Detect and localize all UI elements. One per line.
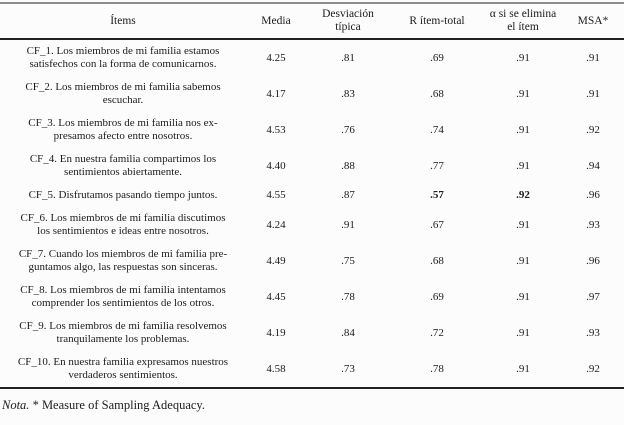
media-value: 4.17 (266, 87, 286, 100)
item-text: CF_10. En nuestra familia expresamos nue… (17, 356, 229, 381)
item-text: CF_9. Los miembros de mi familia resolve… (19, 320, 227, 345)
alpha-value: .91 (516, 326, 530, 339)
item-text: CF_4. En nuestra familia compartimos los… (29, 153, 217, 178)
media-value: 4.49 (266, 254, 286, 267)
msa-value: .92 (586, 362, 600, 375)
msa-value: .96 (586, 254, 600, 267)
r-value: .68 (430, 87, 444, 100)
msa-value: .92 (586, 123, 600, 136)
item-statistics-table: Ítems Media Desviación típica R ítem-tot… (0, 2, 624, 389)
sd-value: .83 (341, 87, 355, 100)
alpha-value: .91 (516, 123, 530, 136)
r-value: .78 (430, 362, 444, 375)
item-text: CF_2. Los miembros de mi familia sabemos… (25, 81, 221, 106)
alpha-value: .91 (516, 159, 530, 172)
r-value: .69 (430, 290, 444, 303)
table-row-cf2: CF_2. Los miembros de mi familia sabemos… (0, 76, 624, 112)
msa-value: .96 (586, 189, 600, 201)
msa-value: .93 (586, 326, 600, 339)
sd-value: .76 (341, 123, 355, 136)
sd-value: .88 (341, 159, 355, 172)
table-row-cf3: CF_3. Los miembros de mi familia nos ex-… (0, 112, 624, 148)
table-row-cf8: CF_8. Los miembros de mi familia intenta… (0, 279, 624, 315)
col-header-media: Media (261, 14, 291, 27)
r-value: .77 (430, 159, 444, 172)
media-value: 4.40 (266, 159, 286, 172)
col-header-msa: MSA* (577, 14, 609, 27)
media-value: 4.55 (266, 189, 286, 201)
col-header-alpha: α si se elimina el ítem (489, 8, 557, 33)
alpha-value: .91 (516, 254, 530, 267)
table-row-cf7: CF_7. Cuando los miembros de mi familia … (0, 243, 624, 279)
alpha-value: .91 (516, 218, 530, 231)
media-value: 4.58 (266, 362, 286, 375)
note-label: Nota. (2, 398, 30, 412)
sd-value: .87 (341, 189, 355, 201)
msa-value: .91 (586, 51, 600, 64)
media-value: 4.24 (266, 218, 286, 231)
r-value: .67 (430, 218, 444, 231)
media-value: 4.19 (266, 326, 286, 339)
table-row-cf9: CF_9. Los miembros de mi familia resolve… (0, 315, 624, 351)
msa-value: .94 (586, 159, 600, 172)
item-text: CF_7. Cuando los miembros de mi familia … (18, 248, 228, 273)
r-value: .72 (430, 326, 444, 339)
alpha-value: .91 (516, 362, 530, 375)
media-value: 4.25 (266, 51, 286, 64)
sd-value: .75 (341, 254, 355, 267)
table-row-cf6: CF_6. Los miembros de mi familia discuti… (0, 207, 624, 243)
media-value: 4.53 (266, 123, 286, 136)
table-note: Nota. * Measure of Sampling Adequacy. (2, 398, 624, 413)
col-header-r-item-total: R ítem-total (409, 14, 465, 27)
alpha-value: .91 (516, 51, 530, 64)
table-row-cf10: CF_10. En nuestra familia expresamos nue… (0, 351, 624, 387)
col-header-items: Ítems (110, 14, 136, 27)
note-text: * Measure of Sampling Adequacy. (29, 398, 205, 412)
sd-value: .81 (341, 51, 355, 64)
item-text: CF_5. Disfrutamos pasando tiempo juntos. (28, 189, 218, 201)
table-body: CF_1. Los miembros de mi familia estamos… (0, 40, 624, 389)
r-value: .57 (430, 189, 444, 201)
item-text: CF_1. Los miembros de mi familia estamos… (26, 45, 220, 70)
table-row-cf1: CF_1. Los miembros de mi familia estamos… (0, 40, 624, 76)
table-row-cf4: CF_4. En nuestra familia compartimos los… (0, 148, 624, 184)
r-value: .68 (430, 254, 444, 267)
sd-value: .84 (341, 326, 355, 339)
col-header-desviacion: Desviación típica (322, 8, 374, 33)
table-header-row: Ítems Media Desviación típica R ítem-tot… (0, 4, 624, 40)
media-value: 4.45 (266, 290, 286, 303)
sd-value: .73 (341, 362, 355, 375)
msa-value: .91 (586, 87, 600, 100)
msa-value: .97 (586, 290, 600, 303)
r-value: .69 (430, 51, 444, 64)
alpha-value: .92 (516, 189, 530, 201)
table-row-cf5: CF_5. Disfrutamos pasando tiempo juntos.… (0, 184, 624, 207)
sd-value: .78 (341, 290, 355, 303)
item-text: CF_6. Los miembros de mi familia discuti… (20, 212, 226, 237)
item-text: CF_3. Los miembros de mi familia nos ex-… (28, 117, 218, 142)
sd-value: .91 (341, 218, 355, 231)
alpha-value: .91 (516, 87, 530, 100)
msa-value: .93 (586, 218, 600, 231)
item-text: CF_8. Los miembros de mi familia intenta… (20, 284, 226, 309)
alpha-value: .91 (516, 290, 530, 303)
r-value: .74 (430, 123, 444, 136)
